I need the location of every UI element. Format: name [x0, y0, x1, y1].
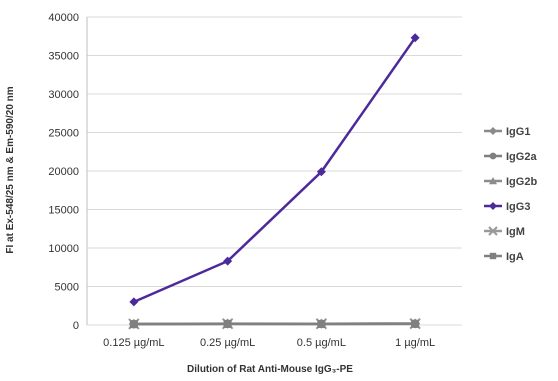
y-tick-label: 20000	[48, 166, 79, 178]
legend-marker	[489, 177, 497, 185]
y-tick-label: 25000	[48, 128, 79, 140]
x-tick-label: 0.5 µg/mL	[297, 337, 346, 349]
series-iga	[129, 319, 420, 329]
legend-marker	[489, 127, 497, 135]
data-point	[223, 319, 232, 328]
legend-label: IgG3	[506, 201, 530, 213]
legend-marker	[488, 226, 498, 236]
legend-label: IgA	[506, 251, 524, 263]
y-tick-label: 0	[73, 320, 79, 332]
legend-label: IgG2b	[506, 176, 537, 188]
legend-label: IgG1	[506, 126, 530, 138]
y-tick-label: 30000	[48, 89, 79, 101]
x-tick-label: 0.125 µg/mL	[103, 337, 164, 349]
legend-marker	[489, 202, 497, 210]
x-tick-label: 1 µg/mL	[395, 337, 435, 349]
series-igg3	[129, 33, 420, 307]
x-tick-label: 0.25 µg/mL	[200, 337, 255, 349]
y-tick-label: 5000	[55, 282, 79, 294]
x-axis-ticks: 0.125 µg/mL 0.25 µg/mL 0.5 µg/mL 1 µg/mL	[103, 337, 435, 349]
y-axis-title: FI at Ex-548/25 nm & Em-590/20 nm	[5, 86, 16, 253]
data-point	[223, 256, 233, 266]
data-point	[129, 320, 138, 329]
grid	[86, 16, 462, 326]
legend-label: IgG2a	[506, 151, 537, 163]
y-axis-ticks: 0 5000 10000 15000 20000 25000 30000 35000 40000	[48, 12, 79, 332]
y-tick-label: 35000	[48, 51, 79, 63]
legend-label: IgM	[506, 226, 525, 238]
legend-item: IgG1	[484, 126, 530, 138]
legend-item: IgA	[484, 251, 524, 263]
legend-item: IgG2a	[484, 151, 537, 163]
data-point	[317, 319, 326, 328]
series-line	[133, 37, 417, 304]
data-point	[410, 33, 420, 43]
data-point	[411, 319, 420, 328]
data-point	[129, 297, 139, 307]
data-point	[316, 167, 326, 177]
legend-marker	[489, 252, 497, 260]
x-axis-title: Dilution of Rat Anti-Mouse IgG₃-PE	[187, 364, 353, 375]
legend-item: IgG2b	[484, 176, 537, 188]
legend-item: IgG3	[484, 201, 530, 213]
y-tick-label: 40000	[48, 12, 79, 24]
legend: IgG1 IgG2a IgG2b IgG3 IgM IgA	[484, 126, 537, 263]
y-tick-label: 10000	[48, 243, 79, 255]
series-lines	[128, 33, 421, 330]
y-tick-label: 15000	[48, 205, 79, 217]
legend-marker	[489, 152, 497, 160]
legend-item: IgM	[484, 226, 525, 238]
